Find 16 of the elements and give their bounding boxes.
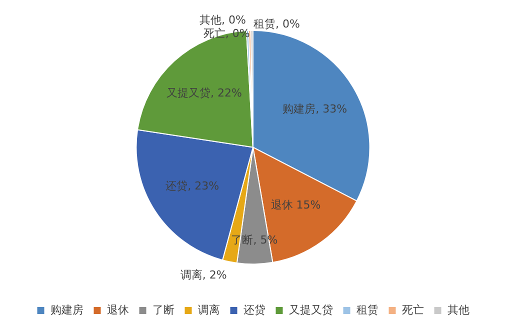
data-label: 租赁, 0% bbox=[254, 17, 300, 30]
legend-label: 租赁 bbox=[356, 303, 378, 316]
legend-label: 购建房 bbox=[50, 303, 84, 316]
data-label: 调离, 2% bbox=[180, 268, 227, 282]
legend-label: 又提又贷 bbox=[288, 303, 333, 316]
data-label: 购建房, 33% bbox=[282, 102, 348, 116]
data-label: 退休 15% bbox=[270, 198, 321, 212]
legend-label: 其他 bbox=[447, 303, 470, 316]
legend-label: 调离 bbox=[198, 303, 220, 316]
data-label: 其他, 0% bbox=[199, 13, 246, 26]
legend-label: 死亡 bbox=[402, 303, 424, 316]
data-label: 又提又贷, 22% bbox=[166, 86, 242, 100]
legend-label: 了断 bbox=[152, 303, 174, 316]
legend-label: 还贷 bbox=[243, 303, 266, 316]
legend-label: 退休 bbox=[106, 303, 129, 316]
data-label: 还贷, 23% bbox=[166, 180, 220, 193]
